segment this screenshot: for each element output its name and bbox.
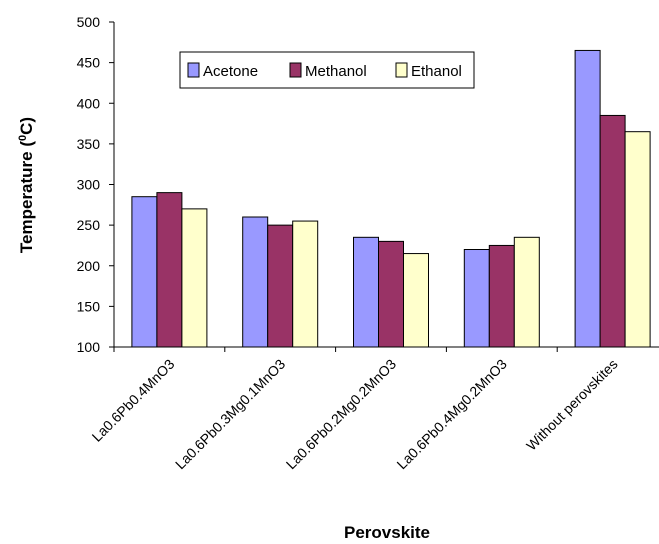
x-tick-label: La0.6Pb0.2Mg0.2MnO3 bbox=[283, 356, 400, 473]
y-axis-title-main: Temperature ( bbox=[17, 141, 36, 253]
bar-methanol bbox=[378, 240, 404, 348]
bar-acetone bbox=[463, 249, 490, 348]
y-axis-title-tail: C) bbox=[17, 117, 36, 135]
x-tick-labels: La0.6Pb0.4MnO3La0.6Pb0.3Mg0.1MnO3La0.6Pb… bbox=[89, 356, 621, 473]
x-axis-title: Perovskite bbox=[344, 523, 430, 542]
y-tick-label: 150 bbox=[77, 298, 101, 314]
legend-swatch-acetone bbox=[187, 62, 200, 78]
x-tick-label: Without perovskites bbox=[523, 356, 621, 454]
legend-box bbox=[179, 51, 475, 89]
x-tick-label: La0.6Pb0.4MnO3 bbox=[89, 356, 178, 445]
x-tick-label: La0.6Pb0.3Mg0.1MnO3 bbox=[172, 356, 289, 473]
legend-label-methanol: Methanol bbox=[305, 63, 367, 80]
y-tick-label: 350 bbox=[77, 136, 101, 152]
bar-methanol bbox=[156, 192, 183, 348]
bar-acetone bbox=[353, 236, 379, 348]
bar-methanol bbox=[599, 114, 626, 348]
legend-label-ethanol: Ethanol bbox=[411, 63, 462, 80]
bar-ethanol bbox=[513, 236, 540, 348]
bar-ethanol bbox=[403, 253, 429, 348]
y-tick-label: 100 bbox=[77, 339, 101, 355]
legend-swatch-ethanol bbox=[395, 62, 408, 78]
bar-acetone bbox=[242, 216, 269, 348]
y-tick-label: 500 bbox=[77, 14, 101, 30]
x-tick-label: La0.6Pb0.4Mg0.2MnO3 bbox=[393, 356, 510, 473]
y-tick-label: 250 bbox=[77, 217, 101, 233]
y-tick-label: 400 bbox=[77, 95, 101, 111]
bars bbox=[131, 49, 651, 348]
y-tick-label: 200 bbox=[77, 258, 101, 274]
bar-ethanol bbox=[181, 208, 208, 348]
y-tick-labels: 100 150 200 250 300 350 400 450 500 bbox=[77, 14, 101, 355]
y-tick-label: 450 bbox=[77, 55, 101, 71]
y-axis-title-sup: 0 bbox=[17, 135, 29, 141]
legend-label-acetone: Acetone bbox=[203, 63, 258, 80]
bar-methanol bbox=[267, 224, 294, 348]
y-tick-label: 300 bbox=[77, 177, 101, 193]
bar-acetone bbox=[131, 196, 158, 348]
bar-acetone bbox=[574, 49, 601, 348]
legend-swatch-methanol bbox=[289, 62, 302, 78]
y-axis-title: Temperature (0C) bbox=[17, 117, 36, 253]
bar-ethanol bbox=[624, 131, 651, 348]
bar-methanol bbox=[488, 244, 515, 348]
bar-ethanol bbox=[292, 220, 319, 348]
legend: Acetone Methanol Ethanol bbox=[179, 51, 475, 89]
